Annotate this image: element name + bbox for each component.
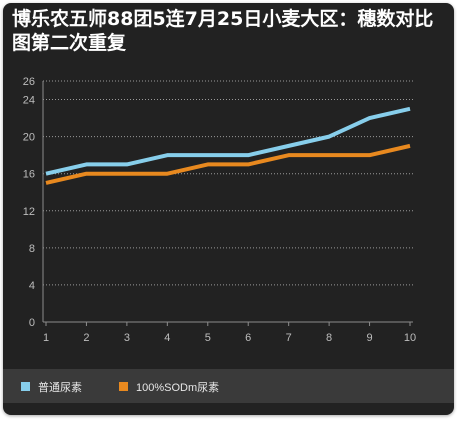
x-tick-label-5: 5 bbox=[205, 332, 211, 344]
legend-item-series-1[interactable]: 普通尿素 bbox=[21, 380, 82, 394]
y-tick-label-0: 0 bbox=[29, 317, 35, 329]
chart-panel: 博乐农五师88团5连7月25日小麦大区：穗数对比图第二次重复 0 4 8 12 16 20… bbox=[3, 3, 454, 415]
y-tick-label-26: 26 bbox=[23, 76, 35, 88]
x-tick-label-8: 8 bbox=[326, 332, 332, 344]
y-tick-label-24: 24 bbox=[23, 95, 35, 107]
y-tick-label-4: 4 bbox=[29, 280, 35, 292]
x-tick-label-6: 6 bbox=[245, 332, 251, 344]
x-tick-label-2: 2 bbox=[83, 332, 89, 344]
chart-legend: 普通尿素 100%SODm尿素 bbox=[3, 369, 454, 403]
x-tick-label-10: 10 bbox=[404, 332, 416, 344]
x-tick-label-4: 4 bbox=[164, 332, 170, 344]
x-tick-label-9: 9 bbox=[366, 332, 372, 344]
series-line-1 bbox=[45, 106, 411, 176]
y-tick-label-8: 8 bbox=[29, 243, 35, 255]
x-tick-label-3: 3 bbox=[124, 332, 130, 344]
legend-item-series-2[interactable]: 100%SODm尿素 bbox=[119, 380, 220, 394]
legend-label-series-1: 普通尿素 bbox=[38, 381, 82, 394]
y-tick-label-12: 12 bbox=[23, 206, 35, 218]
chart-title: 博乐农五师88团5连7月25日小麦大区：穗数对比图第二次重复 bbox=[12, 8, 434, 54]
legend-label-series-2: 100%SODm尿素 bbox=[136, 381, 220, 394]
legend-swatch-series-2 bbox=[119, 382, 128, 391]
x-tick-label-7: 7 bbox=[286, 332, 292, 344]
y-tick-label-20: 20 bbox=[23, 132, 35, 144]
x-tick-label-1: 1 bbox=[43, 332, 49, 344]
legend-swatch-series-1 bbox=[21, 382, 30, 391]
y-tick-label-16: 16 bbox=[23, 169, 35, 181]
series-line-2 bbox=[45, 143, 411, 185]
